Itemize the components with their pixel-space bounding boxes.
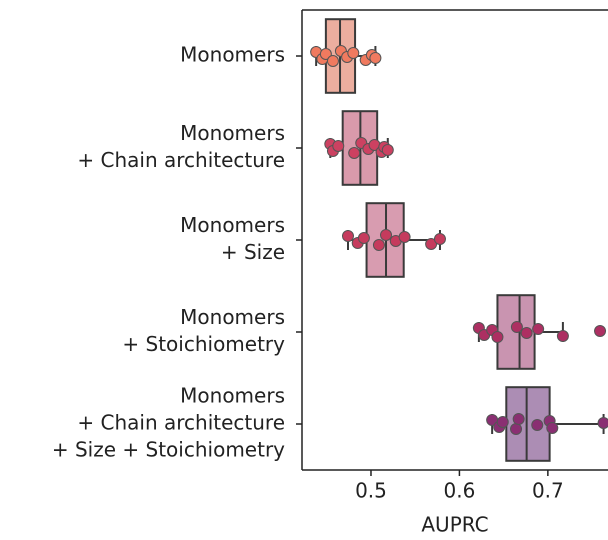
point xyxy=(332,140,345,152)
point xyxy=(348,147,361,159)
y-tick-label: + Chain architecture xyxy=(77,411,285,435)
point xyxy=(372,239,385,251)
point xyxy=(556,330,569,342)
point xyxy=(319,48,332,60)
point xyxy=(398,231,411,243)
y-tick-label: + Size xyxy=(221,240,285,264)
point xyxy=(531,419,544,431)
point xyxy=(594,325,607,337)
y-tick-label: Monomers xyxy=(180,384,285,408)
point xyxy=(433,233,446,245)
y-tick-label: + Chain architecture xyxy=(77,148,285,172)
y-tick-label: Monomers xyxy=(180,121,285,145)
x-axis-label: AUPRC xyxy=(421,513,488,537)
point xyxy=(369,52,382,64)
x-tick-label: 0.6 xyxy=(444,479,476,503)
y-tick-label: + Size + Stoichiometry xyxy=(52,438,285,462)
y-tick-label: Monomers xyxy=(180,43,285,67)
point xyxy=(380,229,393,241)
point xyxy=(425,238,438,250)
point xyxy=(510,423,523,435)
point xyxy=(491,331,504,343)
point xyxy=(341,230,354,242)
point xyxy=(347,47,360,59)
x-tick-label: 0.5 xyxy=(355,479,387,503)
point xyxy=(512,413,525,425)
point xyxy=(326,55,339,67)
y-tick-label: Monomers xyxy=(180,213,285,237)
x-tick-label: 0.7 xyxy=(532,479,564,503)
y-tick-label: Monomers xyxy=(180,305,285,329)
y-tick-label: + Stoichiometry xyxy=(122,332,285,356)
point xyxy=(546,422,559,434)
point xyxy=(520,327,533,339)
point xyxy=(532,323,545,335)
plot-area xyxy=(310,18,608,462)
point xyxy=(381,144,394,156)
point xyxy=(510,321,523,333)
point xyxy=(597,417,608,429)
point xyxy=(496,416,509,428)
point xyxy=(357,232,370,244)
